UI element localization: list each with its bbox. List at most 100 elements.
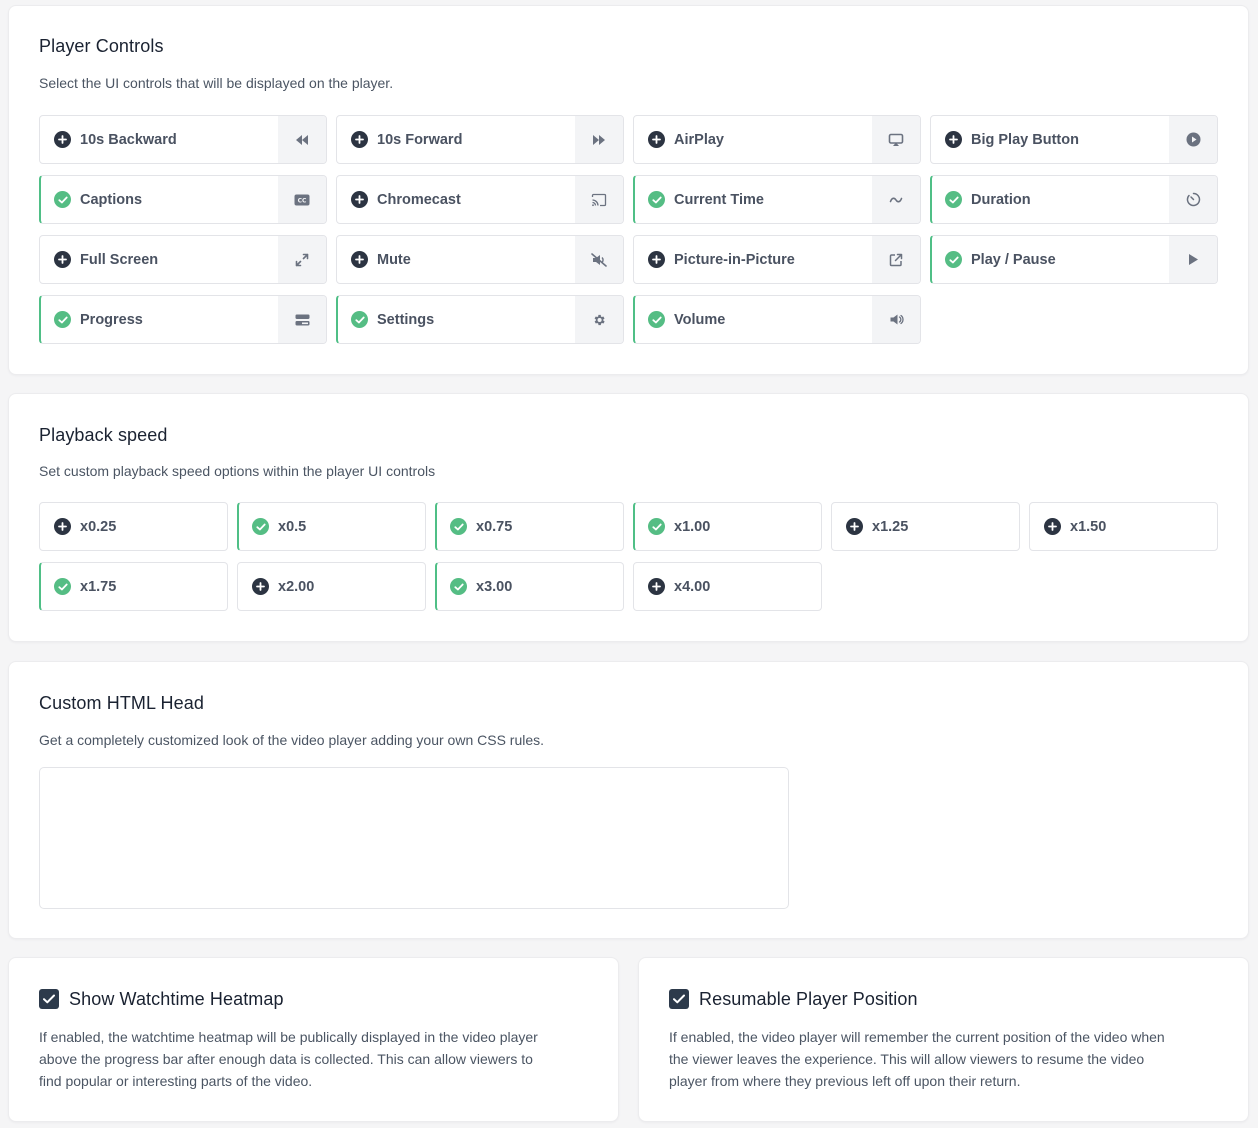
speed-label: x0.25 — [80, 518, 117, 535]
speed-option-main: x1.50 — [1030, 503, 1217, 550]
volume-icon — [872, 296, 920, 343]
check-circle-icon — [54, 311, 71, 328]
control-toggle-play-pause[interactable]: Play / Pause — [930, 235, 1218, 284]
control-toggle-picture-in-picture[interactable]: Picture-in-Picture — [633, 235, 921, 284]
heatmap-checkbox[interactable] — [39, 989, 59, 1009]
resumable-checkbox[interactable] — [669, 989, 689, 1009]
check-circle-icon — [648, 311, 665, 328]
check-circle-icon — [945, 251, 962, 268]
playback-speed-description: Set custom playback speed options within… — [39, 463, 436, 479]
speed-option-x1-75[interactable]: x1.75 — [39, 562, 228, 611]
control-toggle-main: 10s Backward — [40, 116, 278, 163]
check-circle-icon — [54, 578, 71, 595]
play-icon — [1169, 236, 1217, 283]
control-toggle-10s-backward[interactable]: 10s Backward — [39, 115, 327, 164]
check-circle-icon — [450, 578, 467, 595]
fast-forward-icon — [575, 116, 623, 163]
control-toggle-current-time[interactable]: Current Time — [633, 175, 921, 224]
control-toggle-captions[interactable]: Captions CC — [39, 175, 327, 224]
custom-head-textarea[interactable] — [39, 767, 789, 909]
resumable-card: Resumable Player Position If enabled, th… — [638, 957, 1249, 1122]
speed-label: x4.00 — [674, 578, 711, 595]
speed-option-main: x0.5 — [239, 503, 425, 550]
speed-label: x3.00 — [476, 578, 513, 595]
speed-label: x1.00 — [674, 518, 711, 535]
heatmap-description-1: If enabled, the watchtime heatmap will b… — [39, 1029, 538, 1045]
custom-html-head-title: Custom HTML Head — [39, 693, 204, 713]
control-label: Picture-in-Picture — [674, 251, 795, 268]
speed-label: x0.75 — [476, 518, 513, 535]
check-circle-icon — [648, 518, 665, 535]
speed-option-x2-00[interactable]: x2.00 — [237, 562, 426, 611]
control-toggle-main: Settings — [338, 296, 575, 343]
control-label: 10s Forward — [377, 131, 463, 148]
control-toggle-chromecast[interactable]: Chromecast — [336, 175, 624, 224]
speed-label: x1.25 — [872, 518, 909, 535]
control-toggle-volume[interactable]: Volume — [633, 295, 921, 344]
player-controls-description: Select the UI controls that will be disp… — [39, 75, 394, 91]
control-toggle-main: 10s Forward — [337, 116, 575, 163]
speed-option-x0-75[interactable]: x0.75 — [435, 502, 624, 551]
check-circle-icon — [450, 518, 467, 535]
plus-circle-icon — [252, 578, 269, 595]
control-toggle-full-screen[interactable]: Full Screen — [39, 235, 327, 284]
speed-option-x0-25[interactable]: x0.25 — [39, 502, 228, 551]
gear-icon — [575, 296, 623, 343]
speed-option-x1-25[interactable]: x1.25 — [831, 502, 1020, 551]
speed-option-x4-00[interactable]: x4.00 — [633, 562, 822, 611]
heatmap-description-2: above the progress bar after enough data… — [39, 1051, 533, 1067]
control-label: Settings — [377, 311, 435, 328]
control-toggle-progress[interactable]: Progress — [39, 295, 327, 344]
control-toggle-big-play-button[interactable]: Big Play Button — [930, 115, 1218, 164]
tilde-icon — [872, 176, 920, 223]
speed-label: x1.75 — [80, 578, 117, 595]
custom-html-head-description: Get a completely customized look of the … — [39, 732, 545, 748]
control-toggle-main: Chromecast — [337, 176, 575, 223]
resumable-description-3: player from where they previous left off… — [669, 1073, 1021, 1089]
plus-circle-icon — [54, 518, 71, 535]
playback-speed-card: Playback speed Set custom playback speed… — [8, 393, 1249, 642]
control-toggle-main: Volume — [635, 296, 872, 343]
progress-bar-icon — [278, 296, 326, 343]
control-toggle-main: Progress — [41, 296, 278, 343]
speed-option-x3-00[interactable]: x3.00 — [435, 562, 624, 611]
speed-option-x1-00[interactable]: x1.00 — [633, 502, 822, 551]
speed-option-main: x0.75 — [437, 503, 623, 550]
plus-circle-icon — [945, 131, 962, 148]
check-circle-icon — [648, 191, 665, 208]
speed-label: x1.50 — [1070, 518, 1107, 535]
control-toggle-airplay[interactable]: AirPlay — [633, 115, 921, 164]
speed-option-main: x4.00 — [634, 563, 821, 610]
speed-option-x1-50[interactable]: x1.50 — [1029, 502, 1218, 551]
external-link-icon — [872, 236, 920, 283]
control-label: Captions — [80, 191, 143, 208]
resumable-description-2: the viewer leaves the experience. This w… — [669, 1051, 1145, 1067]
check-circle-icon — [252, 518, 269, 535]
control-label: Duration — [971, 191, 1031, 208]
control-label: 10s Backward — [80, 131, 177, 148]
check-circle-icon — [54, 191, 71, 208]
checkmark-icon — [43, 994, 55, 1004]
heatmap-title: Show Watchtime Heatmap — [69, 989, 284, 1009]
control-label: Chromecast — [377, 191, 461, 208]
plus-circle-icon — [1044, 518, 1061, 535]
speed-label: x0.5 — [278, 518, 307, 535]
plus-circle-icon — [351, 251, 368, 268]
airplay-icon — [872, 116, 920, 163]
check-circle-icon — [351, 311, 368, 328]
speed-option-main: x1.00 — [635, 503, 821, 550]
plus-circle-icon — [351, 131, 368, 148]
control-toggle-main: Current Time — [635, 176, 872, 223]
mute-icon — [575, 236, 623, 283]
plus-circle-icon — [648, 251, 665, 268]
heatmap-description-3: find popular or interesting parts of the… — [39, 1073, 313, 1089]
playback-speed-title: Playback speed — [39, 425, 168, 445]
control-toggle-settings[interactable]: Settings — [336, 295, 624, 344]
control-toggle-10s-forward[interactable]: 10s Forward — [336, 115, 624, 164]
control-toggle-mute[interactable]: Mute — [336, 235, 624, 284]
speed-option-x0-5[interactable]: x0.5 — [237, 502, 426, 551]
control-toggle-main: Mute — [337, 236, 575, 283]
plus-circle-icon — [351, 191, 368, 208]
control-toggle-duration[interactable]: Duration — [930, 175, 1218, 224]
custom-html-head-card: Custom HTML Head Get a completely custom… — [8, 661, 1249, 939]
